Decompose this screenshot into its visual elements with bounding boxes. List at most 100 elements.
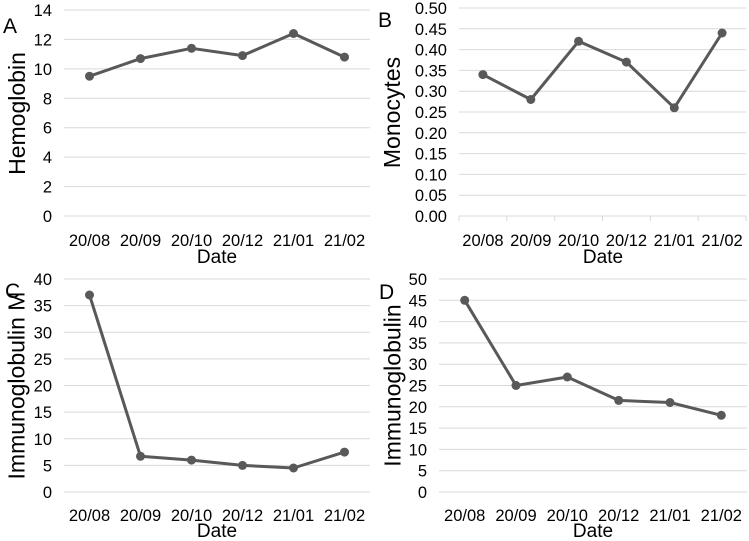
data-point <box>717 28 727 38</box>
y-tick-label: 12 <box>34 31 52 49</box>
series-line <box>463 298 723 417</box>
data-point <box>526 95 536 104</box>
x-tick-label: 21/01 <box>654 232 695 250</box>
data-point <box>238 51 247 61</box>
data-point <box>460 295 470 305</box>
x-tick-label: 21/01 <box>273 232 314 250</box>
y-tick-label: 40 <box>409 314 427 332</box>
y-tick-label: 0.15 <box>415 146 447 164</box>
series-line <box>88 293 346 470</box>
y-tick-label: 0.30 <box>415 83 447 101</box>
y-tick-label: 0.45 <box>415 21 447 39</box>
x-tick-label: 20/10 <box>171 232 212 250</box>
y-tick-label: 0.05 <box>415 187 447 205</box>
data-point <box>614 395 624 405</box>
x-tick-label: 21/02 <box>324 507 365 525</box>
panel-label-a: A <box>3 15 18 38</box>
y-tick-label: 15 <box>409 420 427 438</box>
y-tick-label: 4 <box>43 149 52 167</box>
x-tick-label: 21/02 <box>701 507 742 525</box>
data-point <box>669 103 679 113</box>
y-tick-label: 0.50 <box>415 0 447 18</box>
data-point <box>478 70 488 80</box>
x-tick-label: 20/10 <box>547 507 588 525</box>
y-tick-label: 15 <box>34 404 52 422</box>
x-tick-label: 21/02 <box>324 232 365 250</box>
x-tick-label: 20/12 <box>222 507 263 525</box>
panel-label-c: C <box>5 280 21 303</box>
data-point <box>665 398 675 407</box>
x-axis-title: Date <box>572 521 614 541</box>
data-point <box>716 410 726 420</box>
x-tick-label: 20/10 <box>171 507 212 525</box>
y-tick-label: 35 <box>409 335 427 353</box>
x-tick-label: 21/01 <box>273 507 314 525</box>
y-tick-label: 0.35 <box>415 62 447 80</box>
y-tick-label: 5 <box>43 457 52 475</box>
data-point <box>85 71 94 81</box>
data-point <box>85 290 94 300</box>
y-tick-label: 30 <box>409 356 427 374</box>
x-tick-label: 21/01 <box>649 507 690 525</box>
x-axis-title: Date <box>196 521 238 541</box>
data-point <box>511 381 521 390</box>
y-tick-label: 35 <box>34 298 52 316</box>
series-line <box>481 31 724 110</box>
y-tick-label: 0 <box>418 484 427 502</box>
x-tick-label: 20/12 <box>222 232 263 250</box>
data-point <box>289 463 298 473</box>
y-tick-label: 20 <box>34 378 52 396</box>
x-axis-title: Date <box>582 247 624 268</box>
y-tick-label: 30 <box>34 324 52 342</box>
line-chart-immunoglobulin-m: 0 5 10 15 20 25 30 35 40 20/08 20/09 20/10 20/12 21/0… <box>34 271 370 525</box>
y-axis-title: Immunoglobulin <box>379 304 406 467</box>
y-axis-title: Hemoglobin <box>3 51 30 175</box>
y-tick-label: 40 <box>34 271 52 289</box>
y-tick-label: 25 <box>34 351 52 369</box>
data-point <box>340 52 349 62</box>
x-tick-label: 20/08 <box>69 232 110 250</box>
y-axis-title-wrap: Hemoglobin <box>0 10 34 216</box>
line-chart-hemoglobin: 0 2 4 6 8 10 12 14 20/08 20/09 20/10 20/12 21/01 21/0… <box>34 2 370 250</box>
x-axis-title: Date <box>196 247 238 268</box>
y-tick-label: 8 <box>43 90 52 108</box>
chart-panel-b: B Monocytes 0.00 0.05 0.10 0.15 0.20 0.25 0.30… <box>374 0 749 268</box>
chart-panel-d: D Immunoglobulin 0 5 10 15 20 25 30 35 40 45 50 20/… <box>374 265 749 541</box>
data-point <box>574 36 584 46</box>
data-point <box>136 54 145 64</box>
y-tick-label: 0 <box>43 208 52 226</box>
y-axis-title: Monocytes <box>379 56 406 168</box>
y-tick-label: 10 <box>34 431 52 449</box>
chart-panel-a: A Hemoglobin 0 2 4 6 8 10 12 14 20/08 20/09 20/10 2… <box>0 0 374 268</box>
data-point <box>289 29 298 38</box>
y-tick-label: 0 <box>43 484 52 502</box>
panel-label-b: B <box>378 9 393 32</box>
data-point <box>136 451 145 461</box>
data-point <box>340 447 349 457</box>
y-tick-label: 0.10 <box>415 166 447 184</box>
y-tick-label: 5 <box>418 463 427 481</box>
chart-panel-c: C Immunoglobulin M 0 5 10 15 20 25 30 35 40 20/08… <box>0 265 374 541</box>
y-tick-label: 0.40 <box>415 42 447 60</box>
x-tick-label: 20/09 <box>120 232 161 250</box>
x-tick-label: 20/08 <box>462 232 503 250</box>
y-tick-label: 0.20 <box>415 125 447 143</box>
y-tick-label: 50 <box>409 271 427 289</box>
x-tick-label: 20/10 <box>558 232 599 250</box>
data-point <box>187 455 196 465</box>
y-tick-label: 45 <box>409 292 427 310</box>
y-tick-label: 10 <box>34 61 52 79</box>
y-tick-label: 25 <box>409 378 427 396</box>
x-tick-label: 20/09 <box>495 507 536 525</box>
y-tick-label: 6 <box>43 120 52 138</box>
y-axis-title-wrap: Immunoglobulin <box>376 279 410 492</box>
series-line <box>88 32 346 78</box>
y-tick-label: 0.25 <box>415 104 447 122</box>
x-tick-label: 20/09 <box>510 232 551 250</box>
y-axis-title: Immunoglobulin M <box>3 291 30 480</box>
x-tick-label: 21/02 <box>701 232 742 250</box>
y-axis-title-wrap: Immunoglobulin M <box>0 279 34 492</box>
x-tick-label: 20/08 <box>444 507 485 525</box>
y-tick-label: 10 <box>409 441 427 459</box>
